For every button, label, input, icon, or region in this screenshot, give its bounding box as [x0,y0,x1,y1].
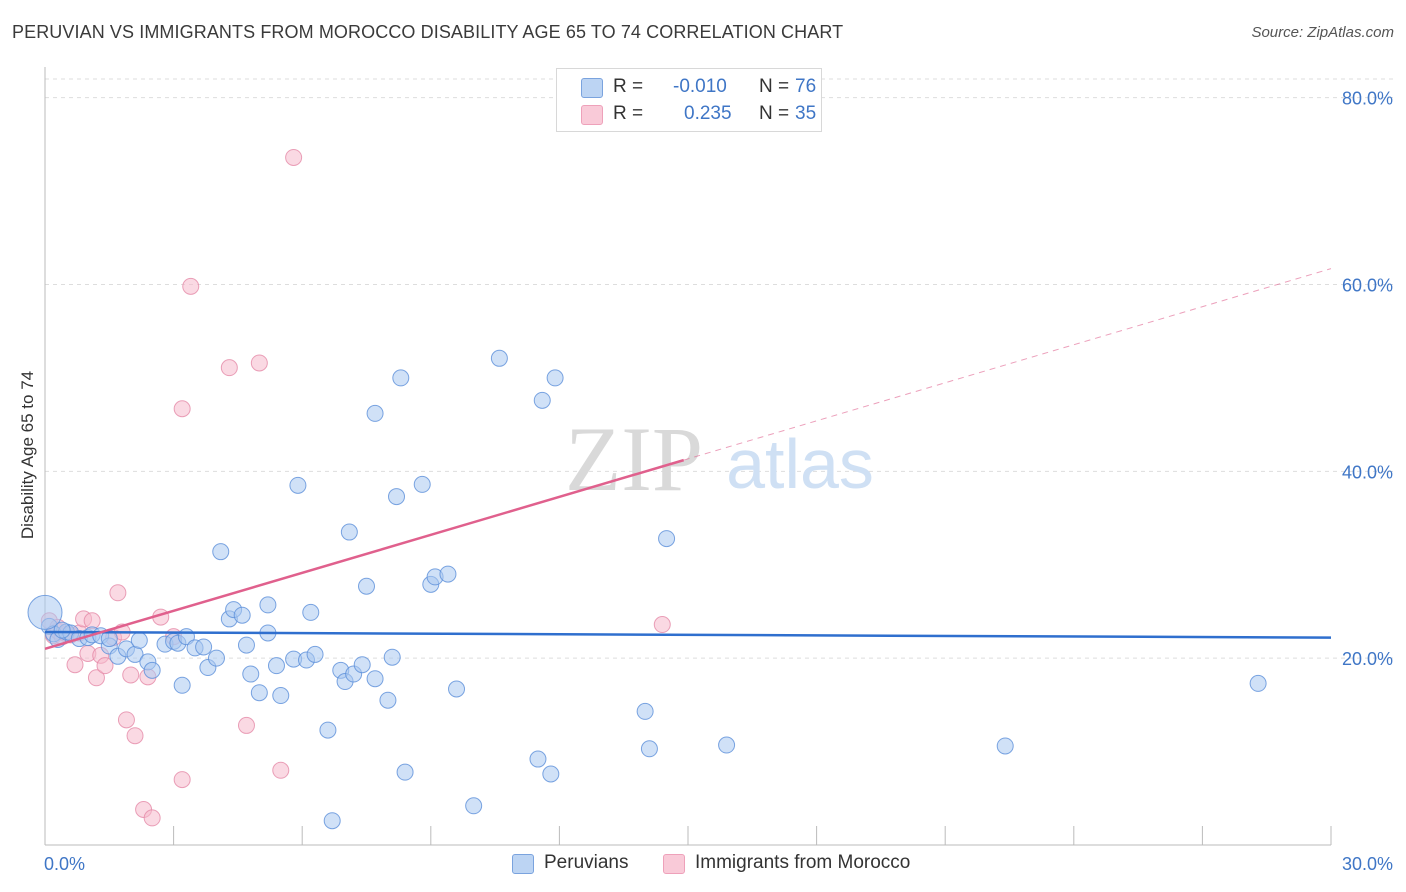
n-value: 76 [795,76,817,97]
y-tick-label: 60.0% [1342,276,1393,296]
point-peruvians [173,676,191,694]
point-peruvians [366,404,384,422]
y-axis-label: Disability Age 65 to 74 [18,370,37,540]
point-peruvians [143,661,161,679]
legend-label: Peruvians [544,852,629,873]
r-value: -0.010 [673,76,727,97]
point-peruvians [439,565,457,583]
point-morocco [96,657,114,675]
point-peruvians [302,603,320,621]
trend-lines [44,268,1332,651]
legend-swatch-blue [581,78,603,98]
point-peruvians [448,680,466,698]
point-morocco [182,277,200,295]
point-peruvians [358,577,375,595]
grid-layer [45,78,1393,659]
point-peruvians [53,621,71,639]
point-morocco [653,616,671,634]
stats-legend: R = -0.010 N = 76 R = 0.235 N = 35 [556,68,822,132]
y-tick-label: 80.0% [1342,89,1393,109]
n-label: N = [759,103,790,124]
point-peruvians [195,638,213,656]
legend-swatch-pink [663,854,685,874]
point-peruvians [383,648,401,666]
point-morocco [220,359,238,377]
point-morocco [122,666,140,684]
point-peruvians [319,721,337,739]
trend-line-peruvians [44,630,1332,639]
point-peruvians [250,684,268,702]
point-morocco [173,400,191,418]
point-peruvians [658,530,676,548]
n-value: 35 [795,103,817,124]
point-peruvians [546,369,564,387]
point-peruvians [272,687,290,705]
point-peruvians [636,702,654,720]
point-morocco [126,727,144,745]
point-peruvians [237,636,255,654]
point-peruvians [130,631,148,649]
point-morocco [143,809,161,827]
point-peruvians [388,488,406,506]
r-value: 0.235 [684,103,732,124]
point-morocco [87,669,105,687]
point-peruvians [718,736,736,754]
legend-swatch-blue [512,854,534,874]
chart-title: PERUVIAN VS IMMIGRANTS FROM MOROCCO DISA… [12,22,844,42]
point-morocco [272,761,290,779]
point-peruvians [323,812,341,830]
point-morocco [109,584,127,602]
watermark: ZIP atlas [565,408,874,510]
point-peruvians [212,543,230,561]
point-morocco [66,656,84,674]
series-legend: Peruvians Immigrants from Morocco [0,852,1406,876]
point-peruvians [465,797,483,815]
point-morocco [173,771,191,789]
point-peruvians [267,657,285,675]
point-peruvians [353,656,371,674]
n-label: N = [759,76,790,97]
point-peruvians [289,476,307,494]
point-morocco [237,716,255,734]
y-tick-label: 40.0% [1342,462,1393,482]
series-peruvians-points [27,349,1267,830]
point-peruvians [392,369,410,387]
chart-source: Source: ZipAtlas.com [1251,24,1394,41]
point-peruvians [640,740,658,758]
point-peruvians [306,645,324,663]
y-tick-label: 20.0% [1342,649,1393,669]
point-peruvians [542,765,560,783]
watermark-atlas: atlas [726,425,874,503]
point-peruvians [259,596,277,614]
point-peruvians [366,670,384,688]
x-tick-label: 30.0% [1342,854,1393,874]
legend-label: Immigrants from Morocco [695,852,911,873]
tick-labels: 20.0% 40.0% 60.0% 80.0% 0.0% 30.0% [44,89,1393,874]
point-peruvians [1249,674,1267,692]
point-peruvians [340,523,358,541]
point-peruvians [207,649,225,667]
r-label: R = [613,76,644,97]
point-peruvians [379,691,397,709]
point-peruvians [490,349,508,367]
trend-line-morocco-extension [683,268,1332,461]
point-peruvians [233,606,251,624]
point-morocco [250,354,268,372]
point-peruvians [996,737,1014,755]
point-peruvians [396,763,414,781]
r-label: R = [613,103,644,124]
point-peruvians [242,665,260,683]
point-peruvians [413,475,431,493]
watermark-zip: ZIP [565,408,703,510]
x-tick-label: 0.0% [44,854,85,874]
axes-layer [44,67,1332,846]
legend-swatch-pink [581,105,603,125]
trend-line-morocco [44,458,685,651]
point-morocco [285,148,303,166]
point-morocco [117,711,135,729]
point-peruvians [533,391,551,409]
point-peruvians [529,750,547,768]
point-peruvians [27,594,63,630]
